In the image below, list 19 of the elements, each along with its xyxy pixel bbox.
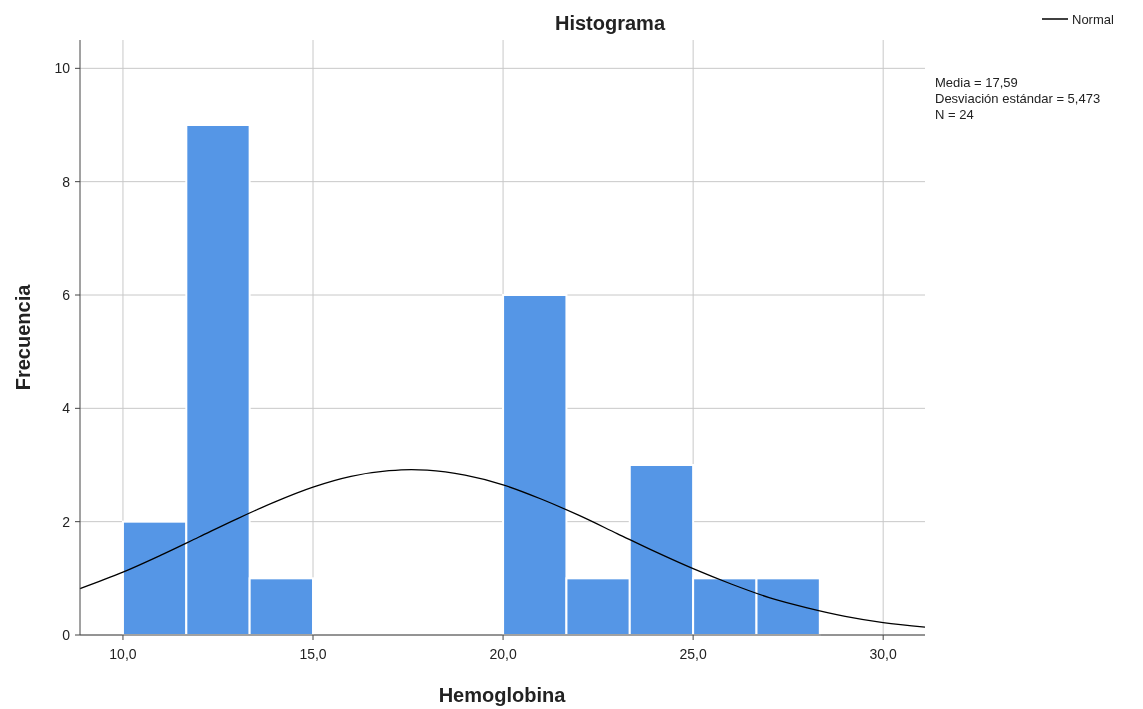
- line-series: [79, 468, 926, 628]
- text: Media = 17,59: [935, 75, 1018, 90]
- x-tick-label: 30,0: [869, 646, 898, 662]
- y-tick-label: 2: [62, 513, 71, 530]
- text: N = 24: [935, 107, 974, 122]
- y-tick-label: 8: [62, 173, 71, 190]
- y-axis-title: Frecuencia: [12, 283, 34, 391]
- y-tick-label: 6: [62, 286, 71, 303]
- y-tick-label: 0: [62, 626, 71, 643]
- x-tick-label: 25,0: [679, 646, 707, 662]
- y-tick-label: 10: [54, 60, 71, 77]
- text: Desviación estándar = 5,473: [935, 91, 1101, 106]
- x-tick-label: 15,0: [299, 646, 327, 662]
- x-axis-title: Hemoglobina: [438, 684, 567, 706]
- chart-title: Histograma: [554, 12, 666, 34]
- legend-label: Normal: [1072, 11, 1115, 27]
- x-tick-label: 20,0: [489, 646, 517, 662]
- x-tick-label: 10,0: [109, 646, 137, 662]
- y-tick-label: 4: [62, 400, 71, 417]
